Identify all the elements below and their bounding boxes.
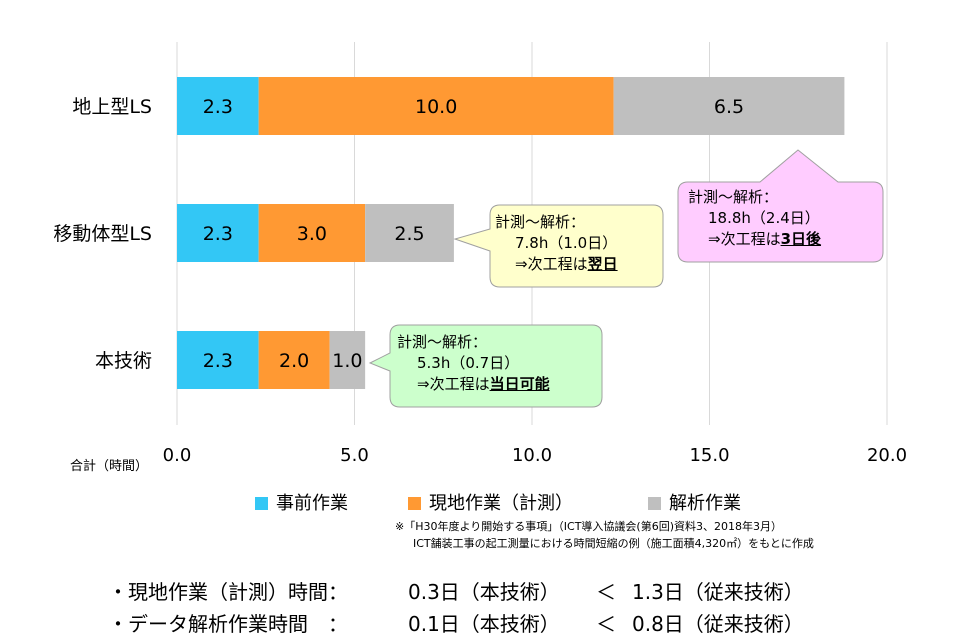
callout-line3-bold: 翌日 bbox=[587, 255, 618, 273]
summary-op: ＜ bbox=[596, 612, 616, 636]
legend-label: 解析作業 bbox=[669, 493, 741, 514]
callout-line2: 7.8h（1.0日） bbox=[515, 234, 618, 252]
bar-value-labels: 2.3 10.0 6.5 2.3 3.0 2.5 2.3 2.0 1.0 bbox=[203, 96, 744, 372]
legend-label: 事前作業 bbox=[276, 493, 348, 514]
legend-label: 現地作業（計測） bbox=[429, 493, 573, 514]
callout-line3-bold: 3日後 bbox=[780, 230, 822, 248]
callout-line1: 計測～解析： bbox=[495, 213, 586, 231]
callout-terrestrial-ls: 計測～解析： 18.8h（2.4日） ⇒次工程は3日後 bbox=[677, 149, 884, 263]
legend-swatch bbox=[255, 497, 268, 510]
callout-line3-prefix: ⇒次工程は bbox=[417, 375, 490, 393]
summary-op: ＜ bbox=[596, 580, 616, 604]
x-axis-label: 合計（時間） bbox=[70, 458, 148, 474]
legend-swatch bbox=[648, 497, 661, 510]
bars bbox=[177, 77, 845, 389]
callout-bubble-shape bbox=[677, 149, 884, 263]
bar-value-label: 2.0 bbox=[279, 350, 309, 372]
callout-bubble-shape bbox=[453, 204, 664, 288]
bar-value-label: 1.0 bbox=[332, 350, 362, 372]
bar-segment bbox=[177, 204, 259, 262]
bar-value-label: 3.0 bbox=[297, 223, 327, 245]
x-tick-label: 10.0 bbox=[512, 445, 552, 466]
legend-item-field-work: 現地作業（計測） bbox=[408, 489, 573, 515]
summary-right: 1.3日（従来技術） bbox=[632, 580, 804, 604]
category-labels: 地上型LS 移動体型LS 本技術 bbox=[53, 96, 152, 372]
x-tick-label: 5.0 bbox=[340, 445, 369, 466]
bar-segment bbox=[613, 77, 845, 135]
summary-left: 0.3日（本技術） bbox=[408, 580, 560, 604]
bar-value-label: 10.0 bbox=[415, 96, 457, 118]
callout-line3-prefix: ⇒次工程は bbox=[708, 230, 781, 248]
source-note: ※「H30年度より開始する事項」（ICT導入協議会(第6回)資料3、2018年3… bbox=[395, 518, 814, 552]
summary-left: 0.1日（本技術） bbox=[408, 612, 560, 636]
callout-line1: 計測～解析： bbox=[397, 333, 488, 351]
x-tick-label: 15.0 bbox=[689, 445, 729, 466]
bar-segment bbox=[258, 77, 614, 135]
summary-label: ・現地作業（計測）時間： bbox=[108, 580, 348, 604]
bar-value-label: 2.3 bbox=[203, 96, 233, 118]
callout-line3-bold: 当日可能 bbox=[489, 375, 550, 393]
source-line2: ICT舗装工事の起工測量における時間短縮の例（施工面積4,320㎡）をもとに作成 bbox=[413, 537, 814, 550]
callout-line2: 18.8h（2.4日） bbox=[708, 209, 820, 227]
callout-line1: 計測～解析： bbox=[688, 188, 779, 206]
category-label: 本技術 bbox=[95, 350, 152, 372]
bar-value-label: 2.3 bbox=[203, 350, 233, 372]
source-line1: ※「H30年度より開始する事項」（ICT導入協議会(第6回)資料3、2018年3… bbox=[395, 520, 782, 533]
bar-value-label: 6.5 bbox=[714, 96, 744, 118]
bar-segment bbox=[258, 204, 366, 262]
x-tick-labels: 0.0 5.0 10.0 15.0 20.0 bbox=[163, 445, 907, 466]
legend-swatch bbox=[408, 497, 421, 510]
summary-right: 0.8日（従来技術） bbox=[632, 612, 804, 636]
bar-segment bbox=[329, 331, 366, 389]
x-tick-label: 0.0 bbox=[163, 445, 192, 466]
callout-bubble-shape bbox=[368, 324, 603, 408]
bar-value-label: 2.5 bbox=[394, 223, 424, 245]
legend-item-analysis: 解析作業 bbox=[648, 489, 741, 515]
summary-row-field-work: ・現地作業（計測）時間： 0.3日（本技術） ＜ 1.3日（従来技術） bbox=[108, 576, 804, 605]
legend-item-preparation: 事前作業 bbox=[255, 489, 348, 515]
bar-value-label: 2.3 bbox=[203, 223, 233, 245]
callout-this-technology: 計測～解析： 5.3h（0.7日） ⇒次工程は当日可能 bbox=[368, 324, 603, 408]
summary-row-analysis: ・データ解析作業時間 ： 0.1日（本技術） ＜ 0.8日（従来技術） bbox=[108, 608, 804, 637]
category-label: 地上型LS bbox=[72, 96, 152, 118]
bar-segment bbox=[258, 331, 330, 389]
stacked-bar-chart: 2.3 10.0 6.5 2.3 3.0 2.5 2.3 2.0 1.0 地上型LS 移動体型LS… bbox=[53, 42, 907, 474]
bar-segment bbox=[177, 331, 259, 389]
bar-segment bbox=[177, 77, 259, 135]
callout-line2: 5.3h（0.7日） bbox=[417, 354, 520, 372]
callout-line3-prefix: ⇒次工程は bbox=[515, 255, 588, 273]
callout-mobile-ls: 計測～解析： 7.8h（1.0日） ⇒次工程は翌日 bbox=[453, 204, 664, 288]
category-label: 移動体型LS bbox=[53, 223, 152, 245]
summary-label: ・データ解析作業時間 ： bbox=[108, 612, 348, 636]
bar-segment bbox=[365, 204, 454, 262]
x-tick-label: 20.0 bbox=[867, 445, 907, 466]
